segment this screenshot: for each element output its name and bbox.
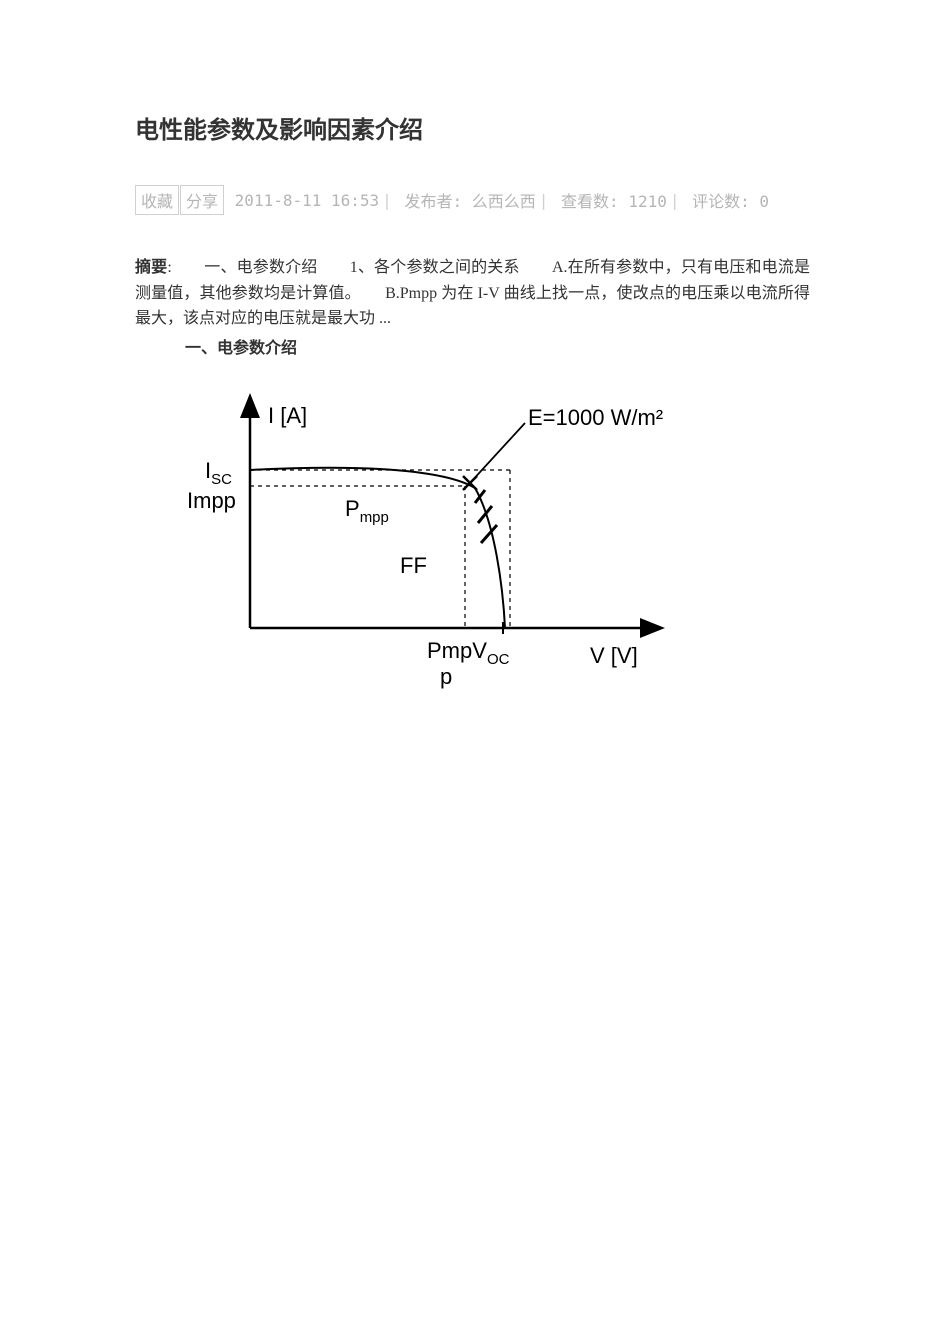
share-button[interactable]: 分享 xyxy=(180,185,224,215)
meta-comments: 评论数: 0 xyxy=(682,188,769,212)
meta-line: 收藏 分享 2011-8-11 16:53 | 发布者: 么西么西 | 查看数:… xyxy=(135,185,810,215)
abstract-label: 摘要 xyxy=(135,259,167,276)
svg-text:ISC: ISC xyxy=(205,458,232,488)
iv-curve-chart: I [A]V [V]E=1000 W/m²ISCImppPmppFFPmpVOC… xyxy=(185,388,810,728)
favorite-button[interactable]: 收藏 xyxy=(135,185,179,215)
svg-text:FF: FF xyxy=(400,553,427,578)
meta-publisher: 发布者: 么西么西 xyxy=(395,188,536,212)
meta-separator: | xyxy=(382,191,392,210)
svg-text:Pmpp: Pmpp xyxy=(345,496,389,526)
svg-text:V [V]: V [V] xyxy=(590,643,638,668)
svg-text:E=1000 W/m²: E=1000 W/m² xyxy=(528,405,663,430)
abstract-body: 一、电参数介绍 1、各个参数之间的关系 A.在所有参数中，只有电压和电流是测量值… xyxy=(135,259,810,327)
svg-text:I [A]: I [A] xyxy=(268,403,307,428)
svg-text:p: p xyxy=(440,664,452,689)
svg-text:Impp: Impp xyxy=(187,488,236,513)
section-heading: 一、电参数介绍 xyxy=(185,334,810,358)
meta-separator: | xyxy=(539,191,549,210)
meta-datetime: 2011-8-11 16:53 xyxy=(225,191,379,210)
meta-separator: | xyxy=(670,191,680,210)
iv-curve-svg: I [A]V [V]E=1000 W/m²ISCImppPmppFFPmpVOC… xyxy=(185,388,685,728)
page-title: 电性能参数及影响因素介绍 xyxy=(135,110,810,145)
meta-views: 查看数: 1210 xyxy=(551,188,666,212)
abstract-block: 摘要: 一、电参数介绍 1、各个参数之间的关系 A.在所有参数中，只有电压和电流… xyxy=(135,255,810,332)
